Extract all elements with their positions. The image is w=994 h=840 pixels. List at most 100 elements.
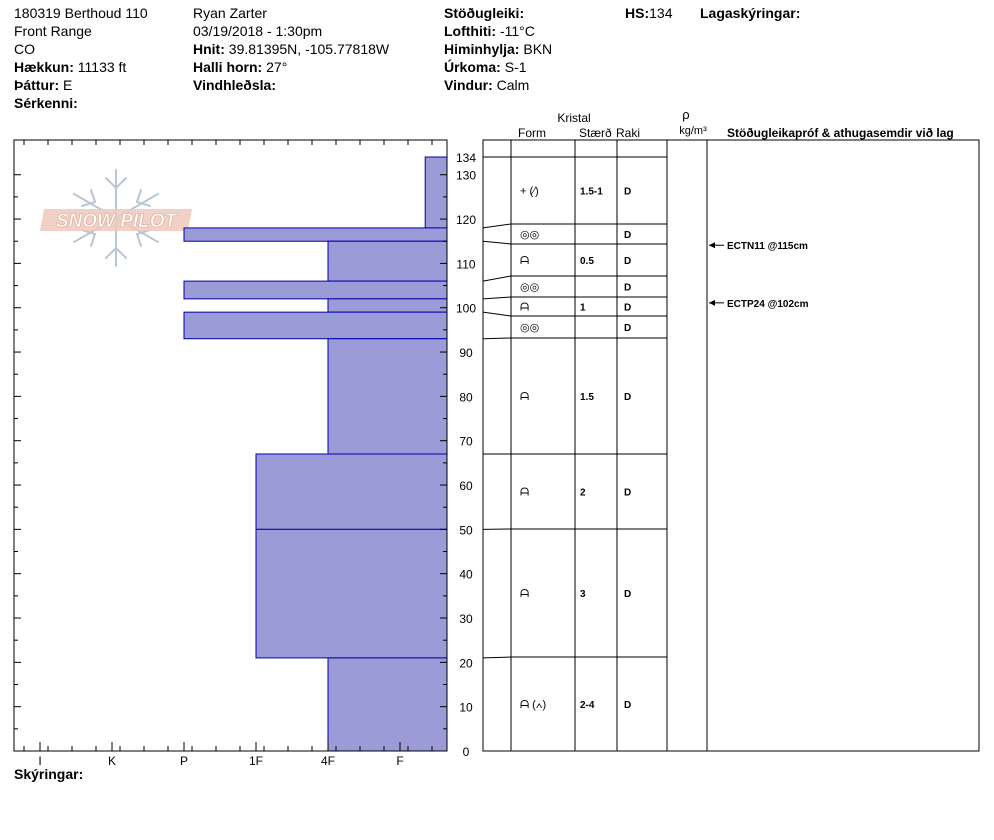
hardness-tick-label: I	[38, 754, 41, 768]
layer-moisture: D	[624, 230, 631, 241]
header-col5: Lagaskýringar:	[700, 4, 800, 22]
height-tick-label: 10	[459, 701, 473, 715]
test-label: ECTN11 @115cm	[727, 241, 808, 252]
layer-size: 1.5	[580, 392, 594, 403]
slope-label: Halli horn:	[193, 59, 263, 75]
wind-loading-row: Vindhleðsla:	[193, 76, 389, 94]
height-tick-label: 80	[459, 390, 473, 404]
density-unit-header: kg/m³	[679, 125, 707, 137]
hardness-bar-8	[255, 528, 448, 659]
hs-row: HS:134	[625, 4, 672, 22]
test-arrow-head	[709, 242, 715, 249]
layer-size: 2-4	[580, 700, 595, 711]
layer-form: ᗩ	[520, 255, 529, 267]
stability-row: Stöðugleiki:	[444, 4, 552, 22]
features-row: Sérkenni:	[14, 94, 148, 112]
tests-header: Stöðugleikapróf & athugasemdir við lag	[727, 126, 954, 140]
stability-label: Stöðugleiki:	[444, 5, 525, 21]
size-header: Stærð	[579, 126, 612, 140]
layer-form: ᗩ	[520, 588, 529, 600]
wind-loading-label: Vindhleðsla:	[193, 77, 276, 93]
wind-label: Vindur:	[444, 77, 493, 93]
header-col2: Ryan Zarter 03/19/2018 - 1:30pm Hnit: 39…	[193, 4, 389, 94]
height-tick-label: 70	[459, 435, 473, 449]
layer-moisture: D	[624, 323, 631, 334]
hardness-bar-9	[327, 657, 448, 752]
layer-size: 1	[580, 303, 586, 314]
elevation-value: 11133 ft	[77, 59, 127, 75]
layer-moisture: D	[624, 488, 631, 499]
logo-banner	[40, 209, 192, 231]
hardness-bar-7	[255, 453, 448, 530]
moisture-header: Raki	[616, 126, 640, 140]
slope-row: Halli horn: 27°	[193, 58, 389, 76]
header-col1: 180319 Berthoud 110 Front Range CO Hækku…	[14, 4, 148, 112]
layer-form: ᗩ	[520, 487, 529, 499]
height-tick-label: 110	[456, 257, 475, 271]
stability-tests: ECTN11 @115cm ECTP24 @102cm	[709, 241, 809, 310]
height-tick-label: 0	[463, 745, 470, 759]
height-tick-label: 40	[459, 568, 473, 582]
layer-table-header: Kristal Form Stærð Raki ρ kg/m³ Stöðugle…	[518, 107, 954, 140]
height-tick-label: 120	[456, 213, 476, 227]
layer-size: 2	[580, 488, 586, 499]
layer-form: ᗩ	[520, 391, 529, 403]
hardness-bar-1	[183, 227, 448, 242]
form-header: Form	[518, 126, 546, 140]
precip-row: Úrkoma: S-1	[444, 58, 552, 76]
hardness-tick-label: K	[108, 754, 116, 768]
elevation-row: Hækkun: 11133 ft	[14, 58, 148, 76]
hardness-tick-label: 1F	[249, 754, 263, 768]
height-tick-label: 90	[459, 346, 473, 360]
aspect-value: E	[63, 77, 73, 93]
layer-moisture: D	[624, 589, 631, 600]
layer-boundary-connector	[482, 240, 512, 245]
layer-boundary-connector	[482, 337, 512, 340]
layer-boundary-connector	[482, 311, 512, 317]
slope-value: 27°	[266, 59, 288, 75]
layer-table: + (⁄) 1.5-1 D ◎◎ D ᗩ 0.5 D ◎◎ D ᗩ 1 D ◎◎ D ᗩ 1.5 D ᗩ 2 D ᗩ 3 D ᗩ…	[482, 139, 980, 752]
layer-moisture: D	[624, 303, 631, 314]
height-tick-label: 100	[456, 302, 476, 316]
state-name: CO	[14, 41, 35, 57]
hardness-tick-label: F	[396, 754, 403, 768]
height-tick-label: 60	[459, 479, 473, 493]
layer-moisture: D	[624, 256, 631, 267]
legend-label: Skýringar:	[14, 766, 84, 782]
range-name: Front Range	[14, 23, 92, 39]
air-temp-value: -11°C	[499, 23, 535, 39]
layer-notes-label: Lagaskýringar:	[700, 5, 801, 21]
table-border	[482, 139, 980, 752]
wind-row: Vindur: Calm	[444, 76, 552, 94]
sky-row: Himinhylja: BKN	[444, 40, 552, 58]
sky-label: Himinhylja:	[444, 41, 520, 57]
aspect-label: Þáttur:	[14, 77, 60, 93]
layer-form: ᗩ	[520, 302, 529, 314]
hardness-axis: I K P 1F 4F F	[38, 742, 404, 768]
height-tick-label: 50	[459, 523, 473, 537]
hardness-bar-3	[183, 280, 448, 300]
layer-form: ◎◎	[520, 229, 539, 241]
height-tick-label: 20	[459, 656, 473, 670]
layer-moisture: D	[624, 283, 631, 294]
features-label: Sérkenni:	[14, 95, 78, 111]
observer-name: Ryan Zarter	[193, 5, 267, 21]
layer-notes-row: Lagaskýringar:	[700, 4, 800, 22]
hardness-bar-4	[327, 298, 448, 313]
hardness-bar-2	[327, 240, 448, 282]
wind-value: Calm	[496, 77, 530, 93]
logo-text: SNOW PILOT	[56, 211, 178, 232]
site-name: 180319 Berthoud 110	[14, 5, 148, 21]
rho-header: ρ	[682, 107, 689, 122]
hs-label: HS:	[625, 5, 650, 21]
sky-value: BKN	[523, 41, 553, 57]
layer-boundary-connector	[482, 275, 512, 282]
test-label: ECTP24 @102cm	[727, 299, 809, 310]
layer-moisture: D	[624, 392, 631, 403]
air-temp-label: Lofthiti:	[444, 23, 497, 39]
height-tick-label: 30	[459, 612, 473, 626]
layer-form: ◎◎	[520, 322, 539, 334]
crystal-header: Kristal	[557, 111, 590, 125]
hardness-bar-0	[424, 156, 448, 229]
